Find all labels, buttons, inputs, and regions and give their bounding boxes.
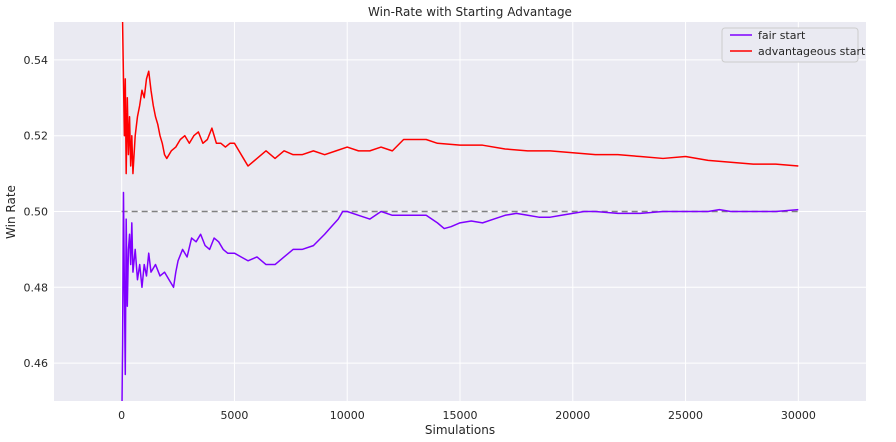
legend: fair start advantageous start: [721, 27, 866, 63]
x-axis-label: Simulations: [425, 423, 495, 437]
series-line-fair-start: [121, 191, 799, 401]
y-tick-label: 0.54: [24, 54, 49, 67]
y-tick-label: 0.52: [24, 130, 49, 143]
series-lines: [121, 22, 799, 401]
series-line-advantageous-start: [121, 22, 799, 175]
x-tick-label: 30000: [781, 409, 816, 422]
chart-title: Win-Rate with Starting Advantage: [368, 5, 572, 19]
x-tick-label: 20000: [555, 409, 590, 422]
legend-box: [721, 27, 859, 63]
x-tick-label: 10000: [330, 409, 365, 422]
x-tick-label: 15000: [443, 409, 478, 422]
x-tick-label: 0: [118, 409, 125, 422]
y-axis-label: Win Rate: [4, 185, 18, 239]
y-tick-label: 0.50: [24, 206, 49, 219]
x-axis-ticks: 0 5000 10000 15000 20000 25000 30000: [118, 409, 816, 422]
y-tick-label: 0.48: [24, 281, 49, 294]
x-tick-label: 5000: [220, 409, 248, 422]
legend-label-fair-start: fair start: [758, 29, 806, 42]
legend-label-advantageous-start: advantageous start: [758, 45, 866, 58]
y-tick-label: 0.46: [24, 357, 49, 370]
y-axis-ticks: 0.46 0.48 0.50 0.52 0.54: [24, 54, 49, 370]
x-tick-label: 25000: [668, 409, 703, 422]
